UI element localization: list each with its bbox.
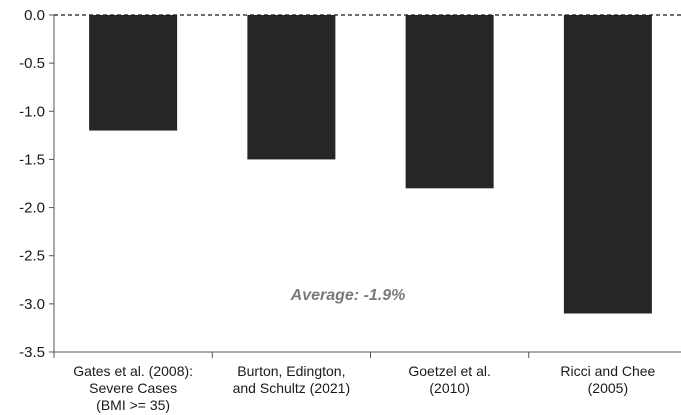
x-tick-label-line: Ricci and Chee <box>560 363 655 379</box>
y-tick-label: -3.5 <box>19 344 45 361</box>
bar <box>405 15 494 189</box>
x-tick-label: Gates et al. (2008): Severe Cases (BMI >= … <box>73 363 193 413</box>
y-tick-label: -1.5 <box>19 151 45 168</box>
y-tick-label: -0.5 <box>19 55 45 72</box>
x-tick-label-line: (2005) <box>588 380 628 396</box>
x-tick-label: Ricci and Chee (2005) <box>560 363 655 396</box>
y-tick-label: -3.0 <box>19 296 45 313</box>
bar <box>563 15 652 314</box>
y-tick-label: 0.0 <box>24 7 45 24</box>
x-tick-label-line: (2010) <box>429 380 469 396</box>
bars <box>54 14 681 314</box>
y-tick-label: -1.0 <box>19 103 45 120</box>
y-axis: 0.0 -0.5 -1.0 -1.5 -2.0 -2.5 -3.0 -3.5 <box>19 7 55 361</box>
x-tick-label-line: and Schultz (2021) <box>233 380 351 396</box>
x-tick-label: Goetzel et al. (2010) <box>408 363 491 396</box>
x-tick-label-line: (BMI >= 35) <box>96 397 170 413</box>
bar <box>247 15 336 160</box>
x-axis: Gates et al. (2008): Severe Cases (BMI >= … <box>53 351 681 413</box>
bar <box>89 15 178 131</box>
y-tick-label: -2.0 <box>19 200 45 217</box>
x-tick-label: Burton, Edington, and Schultz (2021) <box>233 363 351 396</box>
y-tick-label: -2.5 <box>19 248 45 265</box>
average-annotation: Average: -1.9% <box>290 287 406 304</box>
x-tick-label-line: Burton, Edington, <box>237 363 345 379</box>
x-tick-label-line: Goetzel et al. <box>408 363 491 379</box>
x-tick-label-line: Gates et al. (2008): <box>73 363 193 379</box>
x-tick-label-line: Severe Cases <box>89 380 177 396</box>
